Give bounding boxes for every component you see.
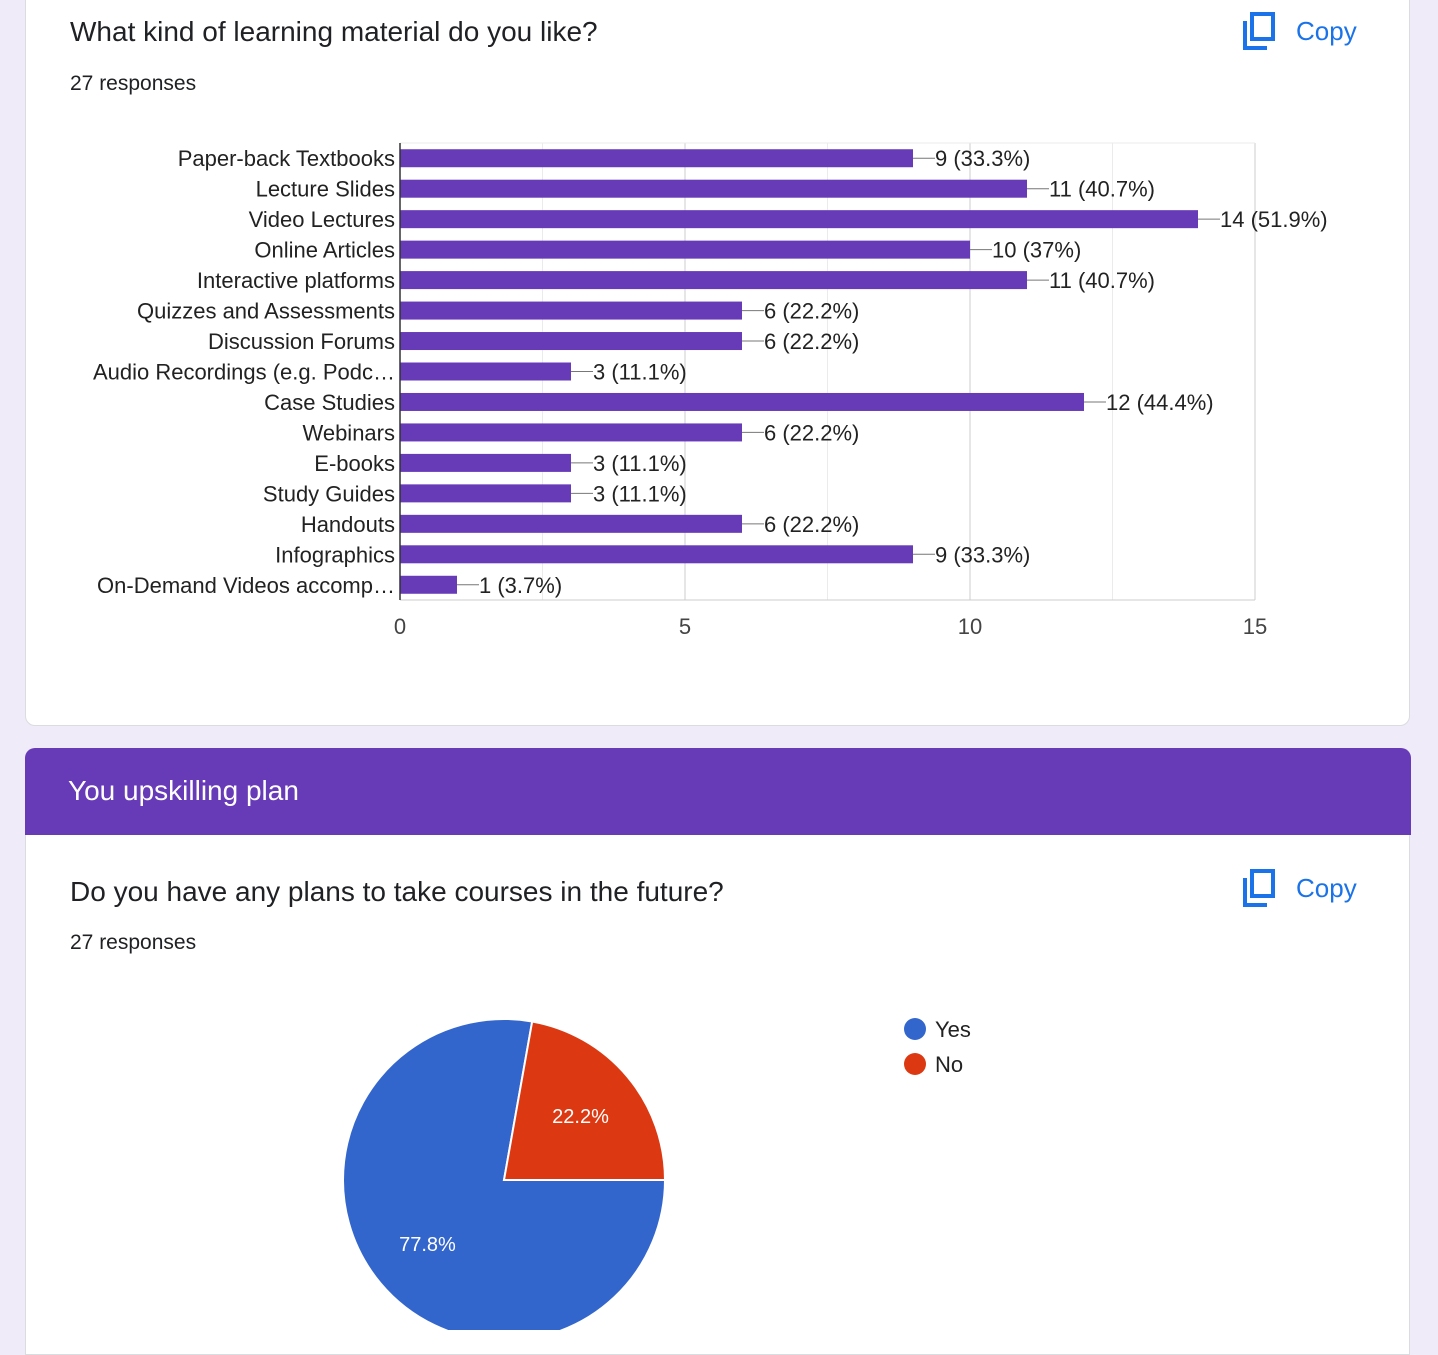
category-label: Audio Recordings (e.g. Podc…	[93, 360, 395, 385]
category-label: Case Studies	[264, 390, 395, 415]
category-label: Handouts	[301, 512, 395, 537]
bar	[400, 149, 913, 168]
category-label: Study Guides	[263, 481, 395, 506]
category-label: On-Demand Videos accomp…	[97, 573, 395, 598]
response-count: 27 responses	[70, 931, 197, 954]
bar	[400, 423, 742, 442]
bar	[400, 545, 913, 564]
category-label: Discussion Forums	[208, 329, 395, 354]
copy-icon	[1243, 869, 1275, 907]
bar	[400, 210, 1198, 229]
section-header: You upskilling plan	[25, 748, 1411, 835]
pie-chart: 77.8% 22.2% Yes No	[342, 1017, 971, 1330]
category-label: Webinars	[302, 420, 395, 445]
slice-label: 77.8%	[399, 1234, 456, 1256]
legend-marker	[904, 1053, 926, 1075]
data-label: 3 (11.1%)	[593, 481, 687, 506]
bar	[400, 332, 742, 351]
copy-button[interactable]: Copy	[1242, 868, 1372, 908]
bar	[400, 179, 1027, 198]
bar	[400, 362, 571, 381]
data-label: 9 (33.3%)	[935, 542, 1030, 567]
response-count: 27 responses	[70, 72, 197, 95]
category-label: Infographics	[275, 542, 395, 567]
bar	[400, 453, 571, 472]
category-label: E-books	[314, 451, 395, 476]
bar	[400, 392, 1084, 411]
bar	[400, 240, 970, 259]
bar-chart: 9 (33.3%) Paper-back Textbooks 11 (40.7%) L…	[93, 142, 1328, 639]
bar	[400, 301, 742, 320]
pie-slice	[502, 1020, 667, 1181]
legend-marker	[904, 1018, 926, 1040]
copy-icon	[1243, 12, 1275, 50]
data-label: 6 (22.2%)	[764, 420, 859, 445]
question-card-learning-material: What kind of learning material do you li…	[25, 0, 1410, 726]
x-tick-label: 0	[394, 614, 406, 639]
x-tick-label: 5	[679, 614, 691, 639]
question-card-future-courses: Do you have any plans to take courses in…	[25, 835, 1410, 1355]
category-label: Interactive platforms	[197, 268, 395, 293]
data-label: 12 (44.4%)	[1106, 390, 1214, 415]
question-title: What kind of learning material do you li…	[70, 16, 598, 47]
x-tick-label: 15	[1243, 614, 1267, 639]
category-label: Video Lectures	[249, 207, 395, 232]
category-label: Lecture Slides	[256, 177, 395, 202]
copy-label: Copy	[1296, 16, 1357, 46]
data-label: 11 (40.7%)	[1049, 268, 1155, 293]
legend-label: Yes	[935, 1017, 971, 1042]
copy-label: Copy	[1296, 873, 1357, 903]
bar	[400, 514, 742, 533]
category-label: Paper-back Textbooks	[178, 146, 395, 171]
category-label: Quizzes and Assessments	[137, 299, 395, 324]
data-label: 9 (33.3%)	[935, 146, 1030, 171]
data-label: 1 (3.7%)	[479, 573, 562, 598]
data-label: 6 (22.2%)	[764, 512, 859, 537]
data-label: 14 (51.9%)	[1220, 207, 1328, 232]
bar	[400, 575, 457, 594]
data-label: 11 (40.7%)	[1049, 177, 1155, 202]
data-label: 10 (37%)	[992, 238, 1081, 263]
bar	[400, 271, 1027, 290]
slice-label: 22.2%	[552, 1106, 609, 1128]
data-label: 3 (11.1%)	[593, 451, 687, 476]
section-title: You upskilling plan	[68, 775, 299, 806]
category-label: Online Articles	[254, 238, 395, 263]
data-label: 3 (11.1%)	[593, 360, 687, 385]
legend-label: No	[935, 1052, 963, 1077]
bar	[400, 484, 571, 503]
question-title: Do you have any plans to take courses in…	[70, 876, 724, 907]
data-label: 6 (22.2%)	[764, 329, 859, 354]
x-tick-label: 10	[958, 614, 982, 639]
data-label: 6 (22.2%)	[764, 299, 859, 324]
copy-button[interactable]: Copy	[1242, 11, 1372, 51]
